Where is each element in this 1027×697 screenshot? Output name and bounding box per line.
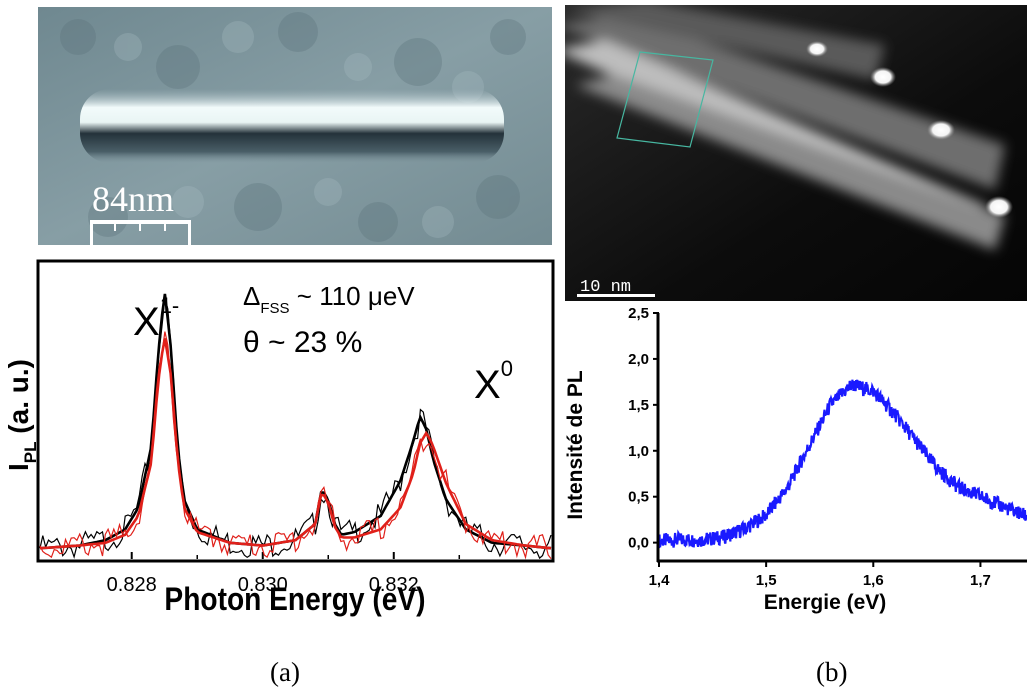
annotation-theta: θ ~ 23 % (243, 326, 362, 359)
series-line-fit-1 (39, 338, 552, 550)
annotation-delta-fss: ΔFSS ~ 110 μeV (243, 281, 415, 317)
y-tick-label-b-5: 2,5 (628, 305, 649, 322)
x-tick-label-a-1: 0.830 (238, 574, 288, 596)
axis-ticks-b: 1,4 1,5 1,6 1,7 0,0 0,5 1,0 1,5 2,0 2,5 (628, 305, 991, 589)
plot-frame (36, 259, 555, 563)
series-line-raw-1 (39, 331, 552, 560)
peak-label-x0: X0 (474, 356, 513, 407)
x-tick-label-b-0: 1,4 (649, 572, 671, 589)
x-axis-label-b: Energie (eV) (764, 591, 887, 614)
nanowire-micrograph-a: 84nm (38, 7, 552, 245)
y-tick-label-b-0: 0,0 (628, 535, 649, 552)
y-axis-label-a: IPL (a. u.) (3, 359, 40, 471)
y-tick-label-b-2: 1,0 (628, 443, 649, 460)
scale-label-b: 10 nm (580, 278, 631, 297)
caption-a: (a) (270, 657, 300, 687)
y-tick-label-b-3: 1,5 (628, 397, 649, 414)
y-tick-label-b-1: 0,5 (628, 489, 649, 506)
series-group-a (39, 293, 552, 560)
scale-label-a: 84nm (92, 179, 174, 219)
peak-label-x1minus: X1- (133, 293, 179, 344)
nanowire-micrograph-b: 10 nm (555, 0, 1027, 301)
series-line-raw-0 (39, 297, 552, 560)
pl-spectrum-chart: 0.828 0.830 0.832 X1- X0 ΔFSS ~ 110 μeV θ … (3, 259, 555, 617)
x-axis-label-a: Photon Energy (eV) (164, 582, 425, 617)
x-tick-label-a-2: 0.832 (369, 574, 419, 596)
x-tick-label-a-0: 0.828 (107, 574, 157, 596)
analysis-roi-box (616, 51, 714, 148)
x-tick-label-b-1: 1,5 (756, 572, 777, 589)
scale-bar-a: 84nm (90, 179, 191, 245)
series-group-b (657, 379, 1027, 549)
x-ticks-a: 0.828 0.830 0.832 (107, 552, 461, 596)
caption-b: (b) (816, 657, 848, 687)
pl-intensity-chart-b: 1,4 1,5 1,6 1,7 0,0 0,5 1,0 1,5 2,0 2,5 Intensité… (564, 305, 1027, 614)
y-tick-label-b-4: 2,0 (628, 351, 649, 368)
x-tick-label-b-3: 1,7 (970, 572, 991, 589)
y-axis-label-b: Intensité de PL (564, 370, 587, 520)
scale-bar-b: 10 nm (577, 278, 655, 297)
x-tick-label-b-2: 1,6 (863, 572, 884, 589)
series-line-blue (657, 379, 1027, 549)
